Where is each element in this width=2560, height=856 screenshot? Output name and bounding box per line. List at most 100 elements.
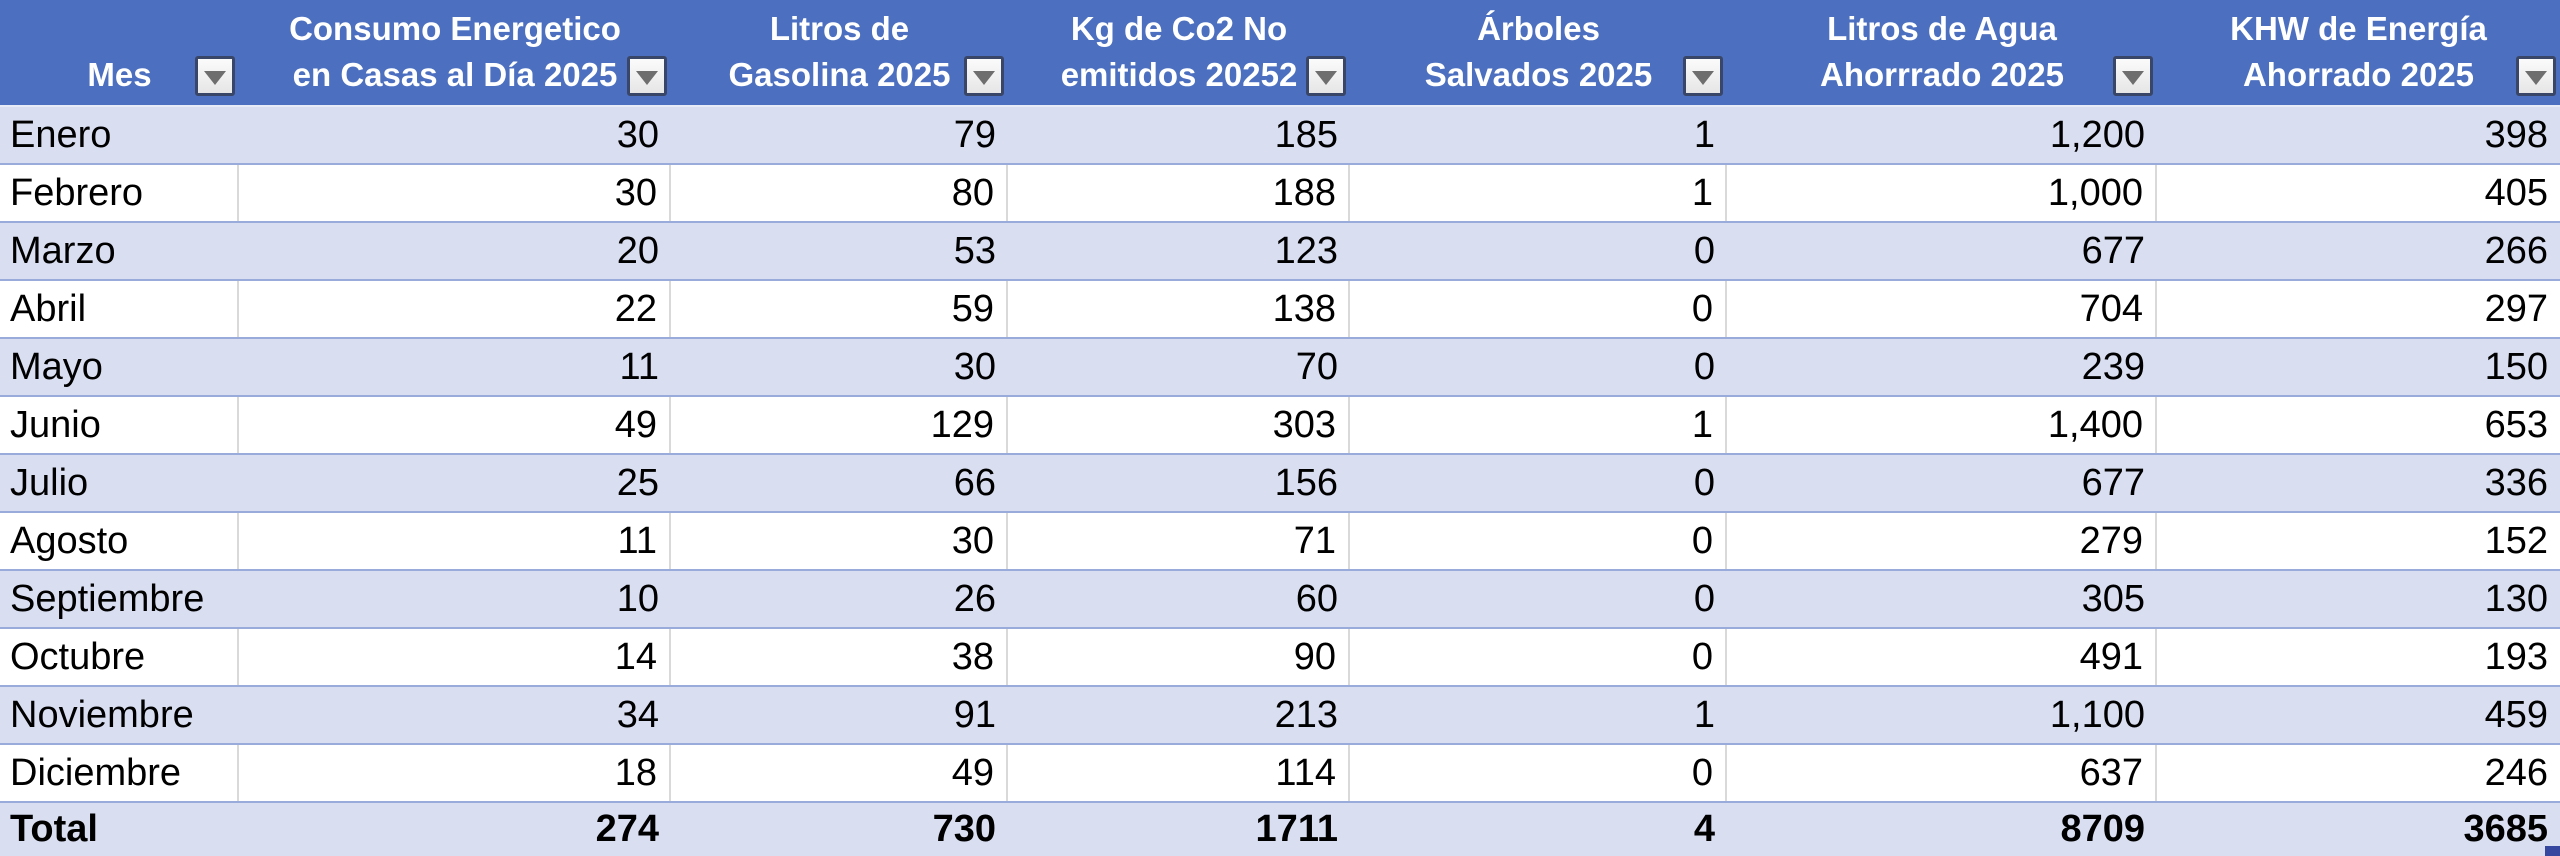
cell-arboles[interactable]: 0	[1693, 578, 1715, 620]
cell-mes[interactable]: Diciembre	[0, 745, 239, 801]
cell-consumo[interactable]: 22	[239, 281, 671, 337]
cell-agua[interactable]: 677	[2081, 462, 2145, 504]
cell-consumo[interactable]: 14	[239, 629, 671, 685]
cell-gasolina[interactable]: 129	[671, 397, 1008, 453]
cell-gasolina[interactable]: 30	[671, 513, 1008, 569]
cell-khw[interactable]: 3685	[2463, 808, 2548, 850]
cell-mes[interactable]: Marzo	[10, 230, 116, 272]
cell-co2[interactable]: 70	[1295, 346, 1338, 388]
cell-consumo[interactable]: 11	[619, 346, 659, 388]
cell-agua[interactable]: 637	[1727, 745, 2157, 801]
cell-co2[interactable]: 60	[1295, 578, 1338, 620]
cell-arboles[interactable]: 0	[1693, 346, 1715, 388]
cell-arboles[interactable]: 0	[1350, 281, 1727, 337]
cell-mes[interactable]: Enero	[10, 114, 112, 156]
cell-consumo[interactable]: 30	[239, 165, 671, 221]
cell-gasolina[interactable]: 79	[953, 114, 996, 156]
cell-co2[interactable]: 185	[1274, 114, 1338, 156]
cell-gasolina[interactable]: 59	[671, 281, 1008, 337]
cell-gasolina[interactable]: 30	[953, 346, 996, 388]
filter-dropdown-button-khw[interactable]	[2516, 56, 2556, 96]
column-header-consumo[interactable]: Consumo Energetico en Casas al Día 2025	[239, 0, 671, 105]
cell-gasolina[interactable]: 66	[953, 462, 996, 504]
cell-co2[interactable]: 114	[1008, 745, 1350, 801]
cell-khw[interactable]: 152	[2484, 520, 2548, 562]
cell-mes[interactable]: Septiembre	[10, 578, 205, 620]
cell-khw[interactable]: 150	[2484, 346, 2548, 388]
cell-mes[interactable]: Julio	[10, 462, 89, 504]
filter-dropdown-button-mes[interactable]	[195, 56, 235, 96]
cell-agua[interactable]: 305	[2081, 578, 2145, 620]
column-header-gasolina[interactable]: Litros de Gasolina 2025	[671, 0, 1008, 105]
cell-gasolina[interactable]: 38	[671, 629, 1008, 685]
cell-co2[interactable]: 156	[1274, 462, 1338, 504]
cell-agua[interactable]: 704	[1727, 281, 2157, 337]
cell-agua[interactable]: 677	[2081, 230, 2145, 272]
cell-co2[interactable]: 71	[1008, 513, 1350, 569]
cell-consumo[interactable]: 10	[616, 578, 659, 620]
cell-khw[interactable]: 336	[2484, 462, 2548, 504]
cell-khw[interactable]: 130	[2484, 578, 2548, 620]
cell-arboles[interactable]: 1	[1350, 165, 1727, 221]
cell-consumo[interactable]: 20	[616, 230, 659, 272]
cell-agua[interactable]: 8709	[2060, 808, 2145, 850]
cell-consumo[interactable]: 49	[239, 397, 671, 453]
cell-arboles[interactable]: 0	[1350, 513, 1727, 569]
cell-gasolina[interactable]: 49	[671, 745, 1008, 801]
cell-khw[interactable]: 266	[2484, 230, 2548, 272]
cell-mes[interactable]: Total	[10, 808, 98, 850]
cell-co2[interactable]: 90	[1008, 629, 1350, 685]
cell-co2[interactable]: 123	[1274, 230, 1338, 272]
cell-agua[interactable]: 1,400	[1727, 397, 2157, 453]
cell-arboles[interactable]: 1	[1350, 397, 1727, 453]
cell-agua[interactable]: 1,000	[1727, 165, 2157, 221]
cell-co2[interactable]: 188	[1008, 165, 1350, 221]
cell-khw[interactable]: 405	[2484, 172, 2548, 214]
cell-khw[interactable]: 297	[2484, 288, 2548, 330]
cell-consumo[interactable]: 30	[616, 114, 659, 156]
cell-khw[interactable]: 653	[2484, 404, 2548, 446]
filter-dropdown-button-gasolina[interactable]	[964, 56, 1004, 96]
column-header-arboles[interactable]: Árboles Salvados 2025	[1350, 0, 1727, 105]
cell-arboles[interactable]: 1	[1693, 114, 1715, 156]
cell-gasolina[interactable]: 53	[953, 230, 996, 272]
cell-agua[interactable]: 239	[2081, 346, 2145, 388]
cell-co2[interactable]: 1711	[1255, 808, 1338, 850]
filter-dropdown-button-agua[interactable]	[2113, 56, 2153, 96]
cell-consumo[interactable]: 25	[616, 462, 659, 504]
cell-arboles[interactable]: 0	[1693, 230, 1715, 272]
cell-mes[interactable]: Noviembre	[10, 694, 194, 736]
cell-khw[interactable]: 459	[2484, 694, 2548, 736]
cell-consumo[interactable]: 274	[595, 808, 659, 850]
cell-khw[interactable]: 193	[2484, 636, 2548, 678]
cell-mes[interactable]: Abril	[0, 281, 239, 337]
column-header-khw[interactable]: KHW de Energía Ahorrado 2025	[2157, 0, 2560, 105]
table-resize-handle[interactable]	[2545, 846, 2560, 856]
filter-dropdown-button-arboles[interactable]	[1683, 56, 1723, 96]
column-header-mes[interactable]: Mes	[0, 0, 239, 105]
cell-gasolina[interactable]: 26	[953, 578, 996, 620]
cell-co2[interactable]: 213	[1274, 694, 1338, 736]
column-header-agua[interactable]: Litros de Agua Ahorrrado 2025	[1727, 0, 2157, 105]
cell-agua[interactable]: 1,100	[2049, 694, 2145, 736]
cell-consumo[interactable]: 18	[239, 745, 671, 801]
cell-mes[interactable]: Agosto	[0, 513, 239, 569]
cell-consumo[interactable]: 34	[616, 694, 659, 736]
cell-agua[interactable]: 279	[1727, 513, 2157, 569]
cell-mes[interactable]: Febrero	[0, 165, 239, 221]
filter-dropdown-button-consumo[interactable]	[627, 56, 667, 96]
cell-gasolina[interactable]: 80	[671, 165, 1008, 221]
cell-co2[interactable]: 138	[1008, 281, 1350, 337]
cell-agua[interactable]: 491	[1727, 629, 2157, 685]
cell-co2[interactable]: 303	[1008, 397, 1350, 453]
cell-arboles[interactable]: 0	[1693, 462, 1715, 504]
cell-arboles[interactable]: 0	[1350, 629, 1727, 685]
cell-agua[interactable]: 1,200	[2049, 114, 2145, 156]
cell-gasolina[interactable]: 730	[932, 808, 996, 850]
column-header-co2[interactable]: Kg de Co2 No emitidos 20252	[1008, 0, 1350, 105]
cell-arboles[interactable]: 1	[1693, 694, 1715, 736]
cell-khw[interactable]: 398	[2484, 114, 2548, 156]
cell-khw[interactable]: 246	[2484, 752, 2548, 794]
cell-gasolina[interactable]: 91	[953, 694, 996, 736]
cell-arboles[interactable]: 0	[1350, 745, 1727, 801]
